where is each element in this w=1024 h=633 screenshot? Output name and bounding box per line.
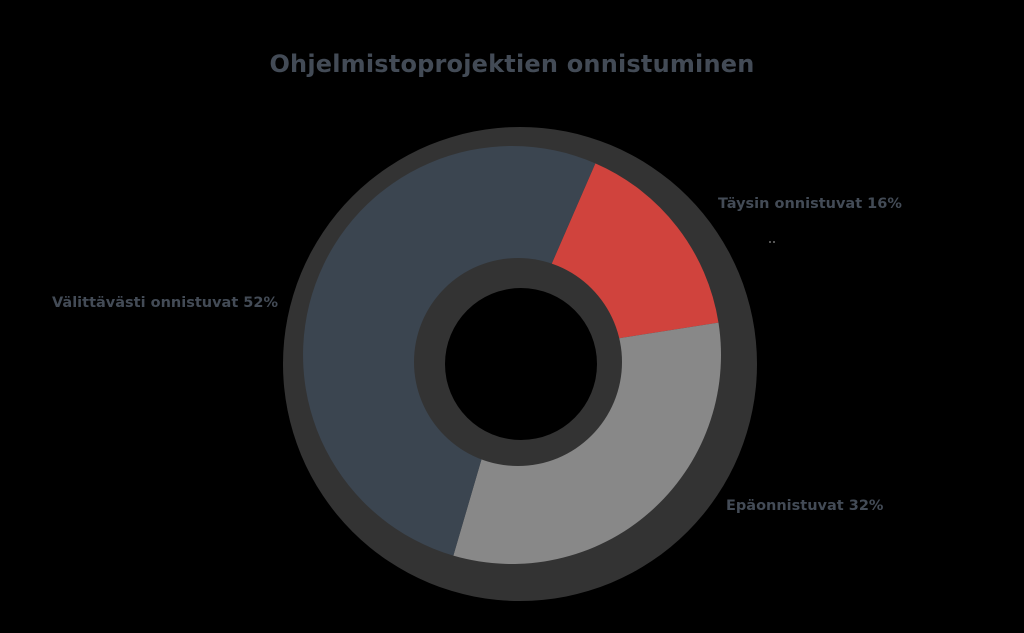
label-tick-mark	[769, 241, 775, 243]
slice-label-fully-successful: Täysin onnistuvat 16%	[718, 196, 902, 212]
slice-label-failed: Epäonnistuvat 32%	[726, 498, 884, 514]
center-hole	[445, 288, 597, 440]
chart-title: Ohjelmistoprojektien onnistuminen	[269, 50, 755, 78]
slice-label-moderately-successful: Välittävästi onnistuvat 52%	[52, 295, 279, 311]
